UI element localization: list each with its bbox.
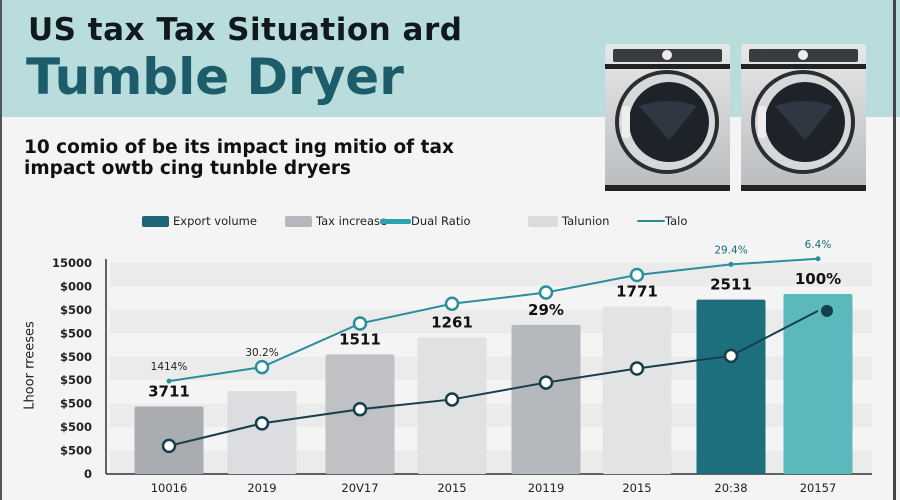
subtitle: 10 comio of be its impact ing mitio of t… bbox=[24, 137, 544, 179]
legend-swatch bbox=[528, 215, 558, 227]
bar bbox=[227, 391, 297, 474]
title-line-2: Tumble Dryer bbox=[26, 48, 404, 106]
bar bbox=[696, 299, 766, 474]
legend-swatch bbox=[285, 215, 312, 227]
grid-band bbox=[110, 403, 872, 428]
line-data-label: 29.4% bbox=[714, 244, 747, 256]
series-point bbox=[723, 348, 739, 364]
bar bbox=[602, 306, 672, 474]
legend: Export volume Tax increase Dual Ratio Ta… bbox=[0, 214, 900, 232]
legend-label: Talunion bbox=[562, 214, 610, 228]
y-tick-label: 0 bbox=[84, 467, 92, 481]
legend-item-tax-increase: Tax increase bbox=[285, 214, 387, 228]
y-tick-label: 15000 bbox=[52, 256, 92, 270]
bar-data-label: 1771 bbox=[616, 283, 658, 301]
series-point bbox=[629, 267, 645, 283]
bar-data-label: 3711 bbox=[148, 382, 190, 400]
series-point bbox=[444, 296, 460, 312]
legend-label: Export volume bbox=[173, 214, 257, 228]
tumble-dryer-icon bbox=[605, 44, 730, 191]
y-tick-label: $500 bbox=[60, 350, 92, 364]
x-tick-label: 20157 bbox=[800, 481, 837, 495]
series-point bbox=[444, 392, 460, 407]
legend-swatch bbox=[637, 220, 665, 222]
series-point bbox=[166, 378, 172, 384]
series-point bbox=[161, 438, 177, 454]
series-point bbox=[728, 261, 734, 267]
title-line-1: US tax Tax Situation ard bbox=[28, 12, 463, 48]
line-data-label: 1414% bbox=[151, 361, 188, 373]
x-tick-label: 2015 bbox=[622, 481, 651, 495]
legend-item-export-volume: Export volume bbox=[142, 214, 257, 228]
bar-data-label: 100% bbox=[795, 270, 841, 288]
legend-item-talunion: Talunion bbox=[528, 214, 609, 228]
legend-item-talo: Talo bbox=[637, 214, 687, 228]
x-tick-label: 2015 bbox=[437, 481, 466, 495]
x-tick-label: 2019 bbox=[247, 481, 276, 495]
subtitle-line-1: 10 comio of be its impact ing mitio of t… bbox=[24, 137, 454, 158]
series-line bbox=[168, 309, 819, 447]
grid-band bbox=[110, 309, 872, 334]
series-point bbox=[629, 361, 645, 376]
chart-plot: 15000 $000 $500 $500 $500 $500 $500 $500 $500 0 37… bbox=[52, 240, 872, 495]
y-tick-label: $500 bbox=[60, 303, 92, 317]
series-point bbox=[254, 416, 270, 431]
bar-data-label: 1511 bbox=[339, 330, 381, 348]
y-tick-label: $500 bbox=[60, 420, 92, 434]
series-line bbox=[168, 257, 819, 383]
subtitle-line-2: impact owtb cing tunble dryers bbox=[24, 158, 351, 179]
series-point bbox=[352, 402, 368, 417]
legend-swatch bbox=[380, 218, 411, 224]
y-tick-label: $500 bbox=[60, 444, 92, 458]
x-tick-label: 20119 bbox=[528, 481, 565, 495]
grid-band bbox=[110, 263, 872, 287]
line-data-label: 30.2% bbox=[245, 347, 278, 359]
y-tick-label: $500 bbox=[60, 397, 92, 411]
bar bbox=[511, 324, 581, 474]
bar-data-label: 1261 bbox=[431, 314, 473, 332]
legend-label: Tax increase bbox=[316, 214, 388, 228]
series-point bbox=[352, 316, 368, 331]
legend-swatch bbox=[142, 215, 169, 227]
x-tick-label: 20V17 bbox=[341, 481, 378, 495]
x-tick-label: 20:38 bbox=[714, 481, 747, 495]
series-point bbox=[254, 359, 270, 375]
series-point bbox=[815, 256, 821, 262]
grid-band bbox=[110, 450, 872, 474]
series-point bbox=[538, 375, 554, 390]
bar-data-label: 2511 bbox=[710, 276, 752, 294]
legend-label: Talo bbox=[665, 214, 688, 228]
y-tick-label: $500 bbox=[60, 326, 92, 340]
y-tick-label: $000 bbox=[60, 279, 92, 293]
legend-item-dual-ratio: Dual Ratio bbox=[380, 214, 471, 228]
series-point bbox=[538, 285, 554, 300]
bar bbox=[783, 293, 853, 474]
series-point bbox=[821, 304, 833, 317]
tumble-dryer-icon bbox=[741, 44, 866, 191]
y-tick-label: $500 bbox=[60, 373, 92, 387]
x-tick-label: 10016 bbox=[151, 481, 188, 495]
bar-data-label: 29% bbox=[528, 301, 564, 319]
legend-label: Dual Ratio bbox=[411, 214, 471, 228]
line-data-label: 6.4% bbox=[805, 240, 832, 251]
